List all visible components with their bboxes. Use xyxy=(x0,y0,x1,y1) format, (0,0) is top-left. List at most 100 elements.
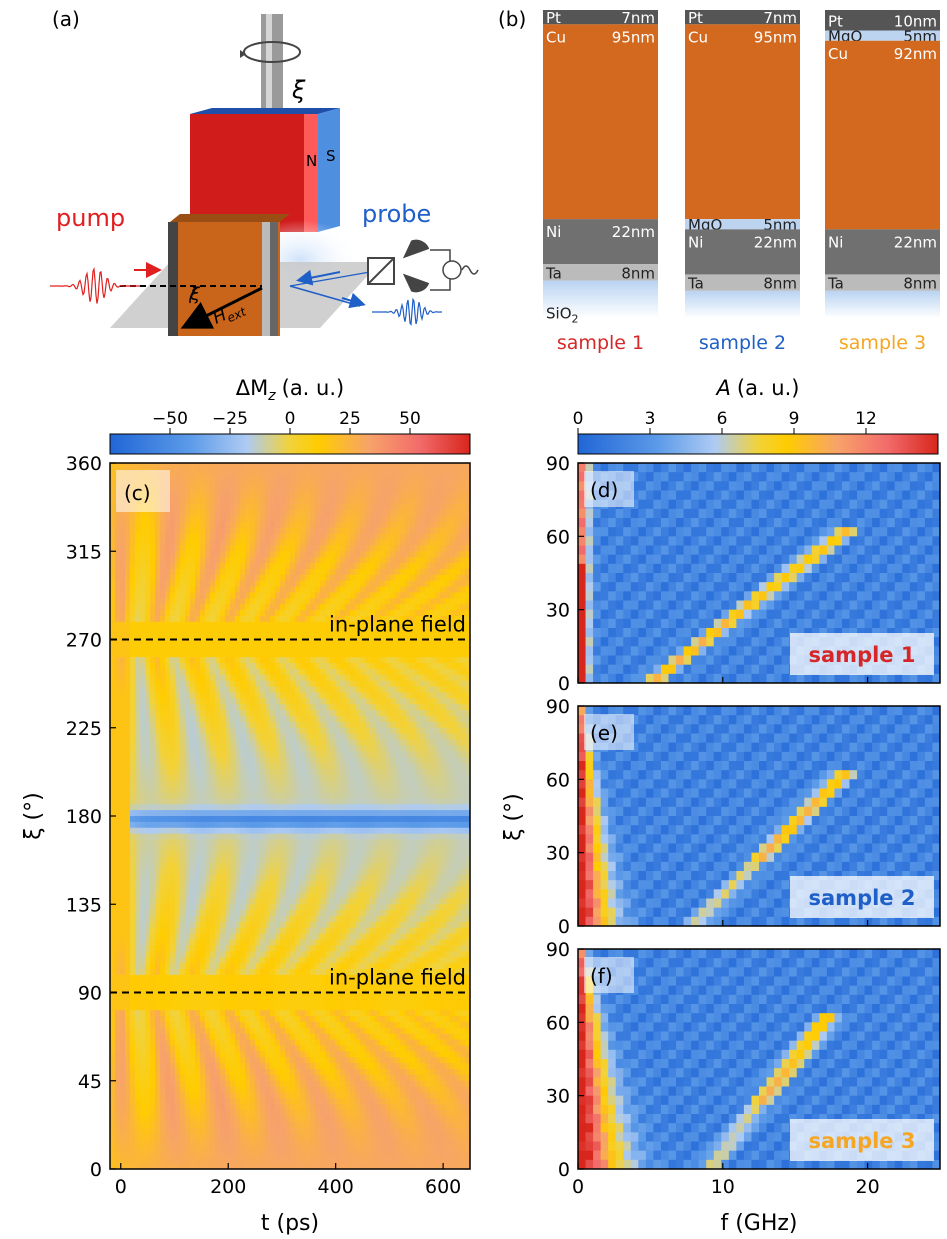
heatmap-c-cell xyxy=(180,768,186,776)
heatmap-c-cell xyxy=(120,780,126,788)
heatmap-c-cell xyxy=(285,792,291,799)
heatmap-c-cell xyxy=(360,610,366,617)
heatmap-c-cell xyxy=(355,604,361,611)
heatmap-c-cell xyxy=(375,551,381,558)
heatmap-c-cell xyxy=(370,827,376,835)
heatmap-c-cell xyxy=(225,521,231,529)
heatmap-c-cell xyxy=(390,633,396,641)
heatmap-c-cell xyxy=(250,833,256,841)
heatmap-c-cell xyxy=(120,710,126,717)
heatmap-c-cell xyxy=(135,651,141,658)
heatmap-c-cell xyxy=(160,792,166,799)
heatmap-c-cell xyxy=(350,539,356,546)
heatmap-c-cell xyxy=(465,557,470,564)
heatmap-c-cell xyxy=(305,463,311,470)
heatmap-c-cell xyxy=(460,698,466,705)
heatmap-c-cell xyxy=(180,757,186,764)
heatmap-c-cell xyxy=(140,704,146,711)
heatmap-c-cell xyxy=(210,515,216,523)
heatmap-c-cell xyxy=(390,574,396,582)
heatmap-c-cell xyxy=(340,480,346,488)
heatmap-c-cell xyxy=(225,663,231,670)
heatmap-c-cell xyxy=(395,780,401,788)
heatmap-c-cell xyxy=(460,686,466,694)
heatmap-c-cell xyxy=(135,533,141,541)
heatmap-c-cell xyxy=(445,598,451,605)
heatmap-c-cell xyxy=(410,545,416,552)
heatmap-c-cell xyxy=(115,816,121,823)
heatmap-c-cell xyxy=(260,704,266,711)
heatmap-c-cell xyxy=(160,574,166,582)
heatmap-c-cell xyxy=(310,786,316,794)
layer-pt-2 xyxy=(685,10,800,25)
heatmap-c-cell xyxy=(140,663,146,670)
heatmap-c-cell xyxy=(290,851,296,858)
heatmap-c-cell xyxy=(445,615,451,623)
heatmap-c-cell xyxy=(135,527,141,535)
heatmap-c-cell xyxy=(245,492,251,499)
heatmap-c-cell xyxy=(320,698,326,705)
heatmap-c-cell xyxy=(390,816,396,823)
heatmap-c-cell xyxy=(455,515,461,523)
heatmap-c-cell xyxy=(210,545,216,552)
heatmap-c-cell xyxy=(160,651,166,658)
heatmap-c-cell xyxy=(140,627,146,635)
heatmap-c-cell xyxy=(440,715,446,723)
heatmap-c-cell xyxy=(330,715,336,723)
heatmap-c-cell xyxy=(340,674,346,682)
heatmap-c-cell xyxy=(340,610,346,617)
heatmap-c-cell xyxy=(410,733,416,741)
heatmap-c-cell xyxy=(340,710,346,717)
heatmap-c-cell xyxy=(165,510,171,517)
heatmap-c-cell xyxy=(270,551,276,558)
heatmap-c-cell xyxy=(390,845,396,852)
heatmap-c-cell xyxy=(265,739,271,746)
heatmap-c-cell xyxy=(315,833,321,841)
heatmap-c-cell xyxy=(265,527,271,535)
heatmap-c-cell xyxy=(430,474,436,482)
heatmap-c-cell xyxy=(465,580,470,588)
heatmap-c-cell xyxy=(175,663,181,670)
heatmap-c-cell xyxy=(330,633,336,641)
heatmap-c-cell xyxy=(200,780,206,788)
heatmap-c-cell xyxy=(235,727,241,735)
heatmap-c-cell xyxy=(190,857,196,864)
heatmap-c-cell xyxy=(395,663,401,670)
heatmap-c-cell xyxy=(280,474,286,482)
heatmap-c-cell xyxy=(405,745,411,752)
heatmap-c-cell xyxy=(435,657,441,664)
heatmap-c-cell xyxy=(240,663,246,670)
heatmap-c-cell xyxy=(270,580,276,588)
heatmap-c-cell xyxy=(250,810,256,817)
heatmap-c-cell xyxy=(350,486,356,494)
heatmap-c-cell xyxy=(240,539,246,546)
heatmap-c-cell xyxy=(380,821,386,829)
heatmap-c-cell xyxy=(135,521,141,529)
heatmap-c-cell xyxy=(455,710,461,717)
heatmap-c-cell xyxy=(205,474,211,482)
heatmap-c-cell xyxy=(195,774,201,782)
heatmap-c-cell xyxy=(170,574,176,582)
heatmap-c-cell xyxy=(255,821,261,829)
heatmap-c-cell xyxy=(265,851,271,858)
heatmap-c-cell xyxy=(460,645,466,652)
heatmap-c-cell xyxy=(215,757,221,764)
heatmap-c-cell xyxy=(135,780,141,788)
heatmap-c-cell xyxy=(290,598,296,605)
heatmap-c-cell xyxy=(245,574,251,582)
heatmap-c-cell xyxy=(335,474,341,482)
probe-label: probe xyxy=(362,200,431,228)
heatmap-c-cell xyxy=(255,774,261,782)
heatmap-c-cell xyxy=(425,515,431,523)
heatmap-c-cell xyxy=(365,580,371,588)
heatmap-c-cell xyxy=(180,533,186,541)
heatmap-c-cell xyxy=(165,674,171,682)
heatmap-c-cell xyxy=(390,698,396,705)
layer-thickness-2-0: 7nm xyxy=(763,9,797,27)
heatmap-c-cell xyxy=(425,774,431,782)
heatmap-c-cell xyxy=(320,774,326,782)
heatmap-c-cell xyxy=(445,745,451,752)
heatmap-c-cell xyxy=(365,651,371,658)
heatmap-c-cell xyxy=(230,845,236,852)
heatmap-c-cell xyxy=(300,610,306,617)
